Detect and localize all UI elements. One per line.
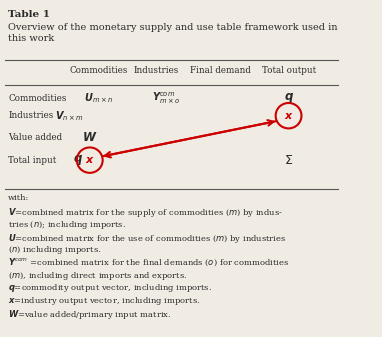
Text: $\boldsymbol{x}$: $\boldsymbol{x}$ [283,111,293,121]
Text: Commodities: Commodities [8,94,66,103]
Text: $\boldsymbol{W}$: $\boldsymbol{W}$ [82,131,97,144]
Text: $\boldsymbol{U}_{m\times n}$: $\boldsymbol{U}_{m\times n}$ [84,91,113,105]
Text: $\boldsymbol{x}$=industry output vector, including imports.: $\boldsymbol{x}$=industry output vector,… [8,295,201,307]
Text: $\boldsymbol{q}$: $\boldsymbol{q}$ [73,153,83,167]
Text: Total output: Total output [262,66,316,75]
Text: Total input: Total input [8,156,57,165]
Text: $\boldsymbol{U}$=combined matrix for the use of commodities ($m$) by industries: $\boldsymbol{U}$=combined matrix for the… [8,232,286,245]
Text: tries ($n$); including imports.: tries ($n$); including imports. [8,219,126,231]
Text: with:: with: [8,193,29,202]
Text: $\boldsymbol{W}$=value added/primary input matrix.: $\boldsymbol{W}$=value added/primary inp… [8,308,172,321]
Text: ($m$), including direct imports and exports.: ($m$), including direct imports and expo… [8,270,188,282]
Text: Industries: Industries [8,111,53,120]
Text: $\boldsymbol{Y}^{com}$ =combined matrix for the final demands ($o$) for commodit: $\boldsymbol{Y}^{com}$ =combined matrix … [8,257,290,268]
Text: Overview of the monetary supply and use table framework used in
this work: Overview of the monetary supply and use … [8,23,338,42]
Text: Final demand: Final demand [190,66,251,75]
Text: $\boldsymbol{q}$=commodity output vector, including imports.: $\boldsymbol{q}$=commodity output vector… [8,282,212,295]
Text: ($n$) including imports.: ($n$) including imports. [8,244,102,256]
Text: $\Sigma$: $\Sigma$ [284,154,293,166]
Text: $\boldsymbol{V}_{n\times m}$: $\boldsymbol{V}_{n\times m}$ [55,109,84,123]
Text: $\boldsymbol{V}$=combined matrix for the supply of commodities ($m$) by indus-: $\boldsymbol{V}$=combined matrix for the… [8,206,283,219]
Text: Industries: Industries [133,66,179,75]
Text: Table 1: Table 1 [8,10,50,19]
Text: Value added: Value added [8,133,62,142]
Text: $\boldsymbol{x}$: $\boldsymbol{x}$ [85,155,95,165]
Text: $\boldsymbol{q}$: $\boldsymbol{q}$ [283,91,294,105]
Text: $\boldsymbol{Y}_{m\times o}^{com}$: $\boldsymbol{Y}_{m\times o}^{com}$ [152,91,180,106]
Text: Commodities: Commodities [69,66,128,75]
